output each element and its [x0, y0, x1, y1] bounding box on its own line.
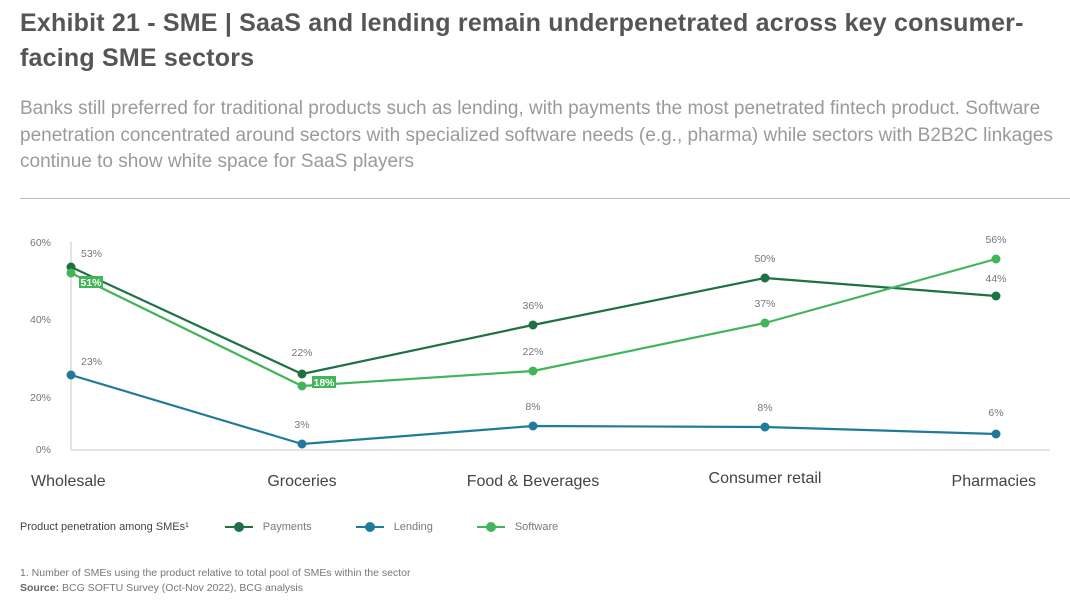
legend-swatch-software — [476, 522, 505, 532]
legend-item-lending: Lending — [355, 521, 433, 533]
data-point-payments — [991, 291, 1001, 301]
data-label-lending: 8% — [525, 401, 540, 413]
title-divider — [20, 198, 1070, 199]
data-label-payments: 50% — [754, 253, 775, 265]
chart-legend: Product penetration among SMEs¹ Payments… — [20, 518, 602, 536]
data-label-payments: 22% — [291, 347, 312, 359]
data-label-box — [312, 376, 336, 388]
data-point-lending — [66, 370, 76, 380]
x-category-label: Groceries — [267, 473, 336, 490]
footnote: 1. Number of SMEs using the product rela… — [20, 567, 411, 579]
data-point-lending — [991, 429, 1001, 439]
data-point-payments — [297, 369, 307, 379]
data-point-software — [528, 366, 538, 376]
data-label-software: 51% — [80, 277, 102, 289]
x-category-label: Wholesale — [31, 473, 106, 490]
data-label-lending: 8% — [757, 402, 772, 414]
data-point-software — [991, 254, 1001, 264]
page-title: Exhibit 21 - SME | SaaS and lending rema… — [20, 9, 1024, 72]
data-point-software — [66, 268, 76, 278]
source-label: Source: — [20, 582, 60, 594]
source-note: Source: BCG SOFTU Survey (Oct-Nov 2022),… — [20, 582, 303, 595]
legend-item-software: Software — [476, 521, 559, 533]
data-point-lending — [297, 439, 307, 449]
page-subtitle: Banks still preferred for traditional pr… — [20, 98, 1053, 172]
data-label-box — [79, 276, 103, 288]
data-label-lending: 23% — [81, 356, 102, 368]
legend-label-payments: Payments — [262, 521, 312, 533]
data-label-lending: 3% — [294, 419, 309, 431]
x-category-label: Consumer retail — [709, 470, 822, 487]
data-point-software — [297, 381, 307, 391]
data-label-software: 37% — [754, 298, 775, 310]
source-text: BCG SOFTU Survey (Oct-Nov 2022), BCG ana… — [62, 582, 303, 594]
data-label-lending: 6% — [988, 407, 1003, 419]
data-label-software: 56% — [985, 234, 1006, 246]
data-point-lending — [760, 422, 770, 432]
legend-swatch-payments — [224, 522, 253, 532]
x-category-label: Food & Beverages — [467, 473, 600, 490]
y-tick-label: 20% — [30, 392, 51, 404]
data-label-payments: 44% — [985, 273, 1006, 285]
data-point-payments — [528, 320, 538, 330]
legend-swatch-lending — [355, 522, 384, 532]
y-tick-label: 60% — [30, 237, 51, 249]
data-point-lending — [528, 421, 538, 431]
line-chart: 0% 20% 40% 60% Wholesale Groceries Food & Beve… — [30, 234, 1050, 490]
x-category-label: Pharmacies — [952, 473, 1036, 490]
data-label-software: 18% — [313, 377, 335, 389]
data-point-software — [760, 318, 770, 328]
data-point-payments — [760, 273, 770, 283]
legend-label-lending: Lending — [393, 521, 433, 533]
data-label-software: 22% — [522, 346, 543, 358]
data-label-payments: 53% — [81, 248, 102, 260]
y-tick-label: 0% — [36, 444, 51, 456]
y-tick-label: 40% — [30, 314, 51, 326]
data-label-payments: 36% — [522, 300, 543, 312]
legend-title: Product penetration among SMEs¹ — [20, 521, 189, 533]
legend-label-software: Software — [514, 521, 559, 533]
legend-item-payments: Payments — [224, 521, 312, 533]
